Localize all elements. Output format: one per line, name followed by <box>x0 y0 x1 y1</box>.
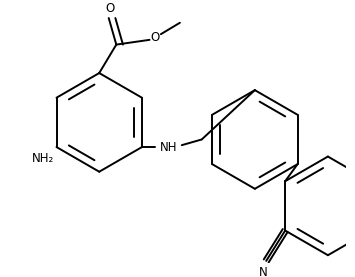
Text: N: N <box>259 266 268 277</box>
Text: NH₂: NH₂ <box>32 152 54 165</box>
Text: O: O <box>151 30 160 43</box>
Text: O: O <box>105 2 114 15</box>
Text: NH: NH <box>160 140 177 153</box>
